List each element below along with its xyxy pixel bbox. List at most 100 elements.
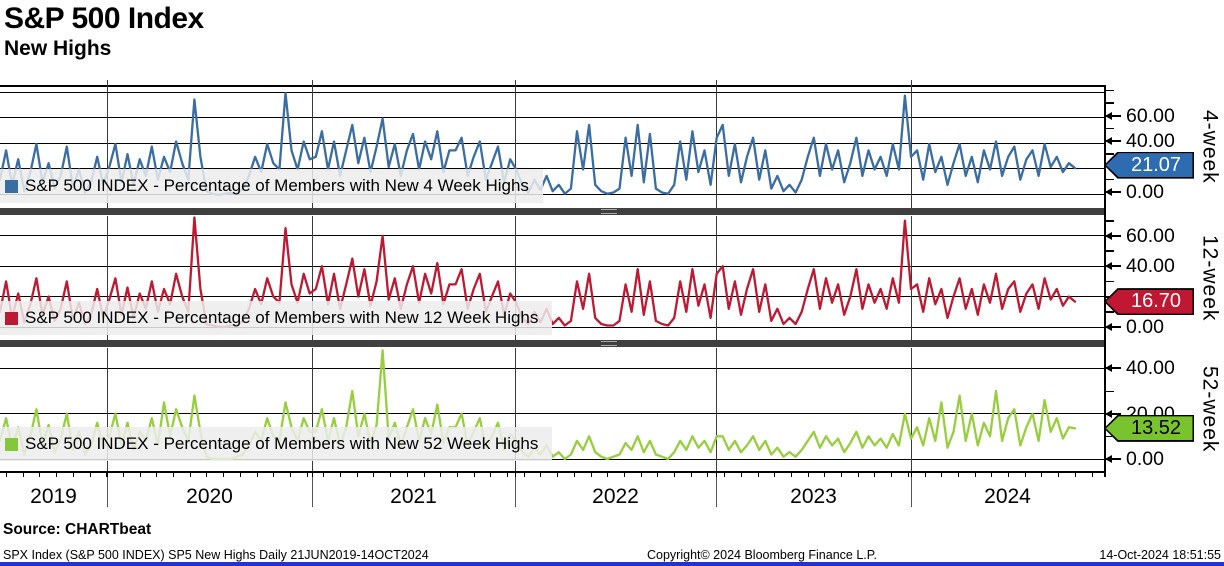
x-minor-tick (406, 473, 408, 477)
x-tick-label: 2022 (592, 485, 639, 508)
separator-drag-handle-icon[interactable] (601, 341, 617, 346)
x-minor-tick (740, 473, 742, 477)
x-minor-tick (390, 473, 392, 477)
x-minor-tick (256, 473, 258, 477)
x-minor-tick (1041, 473, 1043, 477)
y-tick-label: 40.00 (1126, 130, 1175, 153)
y-axis-4week: 21.07 60.00 40.00 0.00 (1104, 85, 1195, 208)
x-minor-tick (941, 473, 943, 477)
plot-12week: S&P 500 INDEX - Percentage of Members wi… (0, 216, 1104, 340)
year-gridline (107, 216, 108, 340)
panel-title-column: 12-week (1195, 216, 1224, 340)
year-gridline (515, 348, 516, 471)
x-minor-tick (1074, 473, 1076, 477)
panel-4week: S&P 500 INDEX - Percentage of Members wi… (0, 80, 1224, 208)
x-minor-tick (707, 473, 709, 477)
x-tick-label: 2021 (390, 485, 437, 508)
x-minor-tick (189, 473, 191, 477)
x-minor-tick (557, 473, 559, 477)
separator-drag-handle-icon[interactable] (601, 209, 617, 214)
y-axis-52week: 13.52 40.00 20.00 0.00 (1104, 348, 1195, 471)
y-minor-tick (1106, 178, 1114, 181)
y-minor-tick (1106, 390, 1114, 393)
chart-header: S&P 500 Index New Highs (4, 2, 204, 60)
legend-swatch-green (5, 437, 18, 451)
panel-title-52week: 52-week (1198, 366, 1222, 453)
plot-4week: S&P 500 INDEX - Percentage of Members wi… (0, 80, 1104, 208)
x-tick-label: 2024 (984, 485, 1031, 508)
h-gridline (0, 265, 1104, 267)
y-tick-label: 40.00 (1126, 357, 1175, 380)
x-tick-label: 2019 (30, 485, 77, 508)
y-tick-arrow (1105, 188, 1121, 196)
plot-52week: S&P 500 INDEX - Percentage of Members wi… (0, 348, 1104, 471)
y-minor-tick (1106, 435, 1114, 438)
x-minor-tick (89, 473, 91, 477)
year-gridline (107, 348, 108, 471)
x-year-tick (515, 473, 516, 479)
year-gridline (515, 80, 516, 208)
y-minor-tick (1106, 250, 1114, 252)
x-year-tick (716, 473, 717, 479)
x-label-row: 2019 2020 2021 2022 2023 2024 (0, 477, 1104, 521)
h-gridline (0, 193, 1104, 195)
legend-4week: S&P 500 INDEX - Percentage of Members wi… (0, 169, 543, 203)
x-minor-tick (72, 473, 74, 477)
h-gridline (0, 296, 1104, 298)
x-minor-tick (907, 473, 909, 477)
separator-bar (0, 208, 1104, 215)
y-minor-tick (1106, 102, 1114, 104)
y-minor-tick (1106, 89, 1114, 92)
x-minor-tick (607, 473, 609, 477)
x-minor-tick (239, 473, 241, 477)
y-tick-arrow (1105, 409, 1121, 418)
x-minor-tick (340, 473, 341, 477)
x-minor-tick (1024, 473, 1026, 477)
last-price-tag-12week: 16.70 (1104, 288, 1194, 316)
last-price-tag-fill (1106, 289, 1193, 314)
y-tick-label: 0.00 (1126, 181, 1164, 203)
x-minor-tick (1058, 473, 1060, 477)
h-gridline (0, 367, 1104, 369)
x-minor-tick (490, 473, 492, 477)
x-minor-tick (573, 473, 575, 477)
year-gridline (312, 216, 313, 340)
y-tick-label: 40.00 (1126, 255, 1175, 278)
y-tick-arrow (1105, 262, 1121, 271)
h-gridline (0, 235, 1104, 237)
y-tick-label: 60.00 (1126, 224, 1175, 247)
x-tick-label: 2023 (790, 485, 837, 508)
last-price-tag-4week: 21.07 (1104, 151, 1194, 179)
last-price-tag-52week: 13.52 (1104, 414, 1194, 442)
y-minor-tick (1106, 127, 1114, 130)
panel-title-column: 4-week (1195, 85, 1224, 208)
bottom-accent-bar (0, 562, 1224, 566)
legend-label: S&P 500 INDEX - Percentage of Members wi… (25, 176, 529, 195)
h-gridline (0, 142, 1104, 144)
x-minor-tick (774, 473, 776, 477)
separator-axis-gap (1104, 208, 1195, 216)
year-separator-line (911, 477, 912, 507)
footer-timestamp: 14-Oct-2024 18:51:55 (1099, 548, 1221, 562)
x-minor-tick (640, 473, 642, 477)
y-minor-tick (1106, 220, 1114, 222)
footer-copyright: Copyright© 2024 Bloomberg Finance L.P. (647, 548, 877, 562)
x-minor-tick (507, 473, 508, 477)
h-gridline (0, 413, 1104, 415)
y-minor-tick (1106, 280, 1114, 283)
x-axis-corner (1104, 471, 1195, 477)
panel-title-4week: 4-week (1198, 109, 1222, 184)
x-minor-tick (924, 473, 926, 477)
legend-label: S&P 500 INDEX - Percentage of Members wi… (25, 308, 539, 327)
separator-bar (0, 340, 1104, 347)
x-minor-tick (974, 473, 976, 477)
year-gridline (107, 80, 108, 208)
x-minor-tick (373, 473, 375, 477)
legend-52week: S&P 500 INDEX - Percentage of Members wi… (0, 427, 553, 461)
x-minor-tick (56, 473, 58, 477)
x-minor-tick (473, 473, 475, 477)
x-minor-tick (440, 473, 442, 477)
x-minor-tick (223, 473, 225, 477)
y-tick-arrow (1105, 137, 1121, 146)
year-gridline (911, 216, 912, 340)
